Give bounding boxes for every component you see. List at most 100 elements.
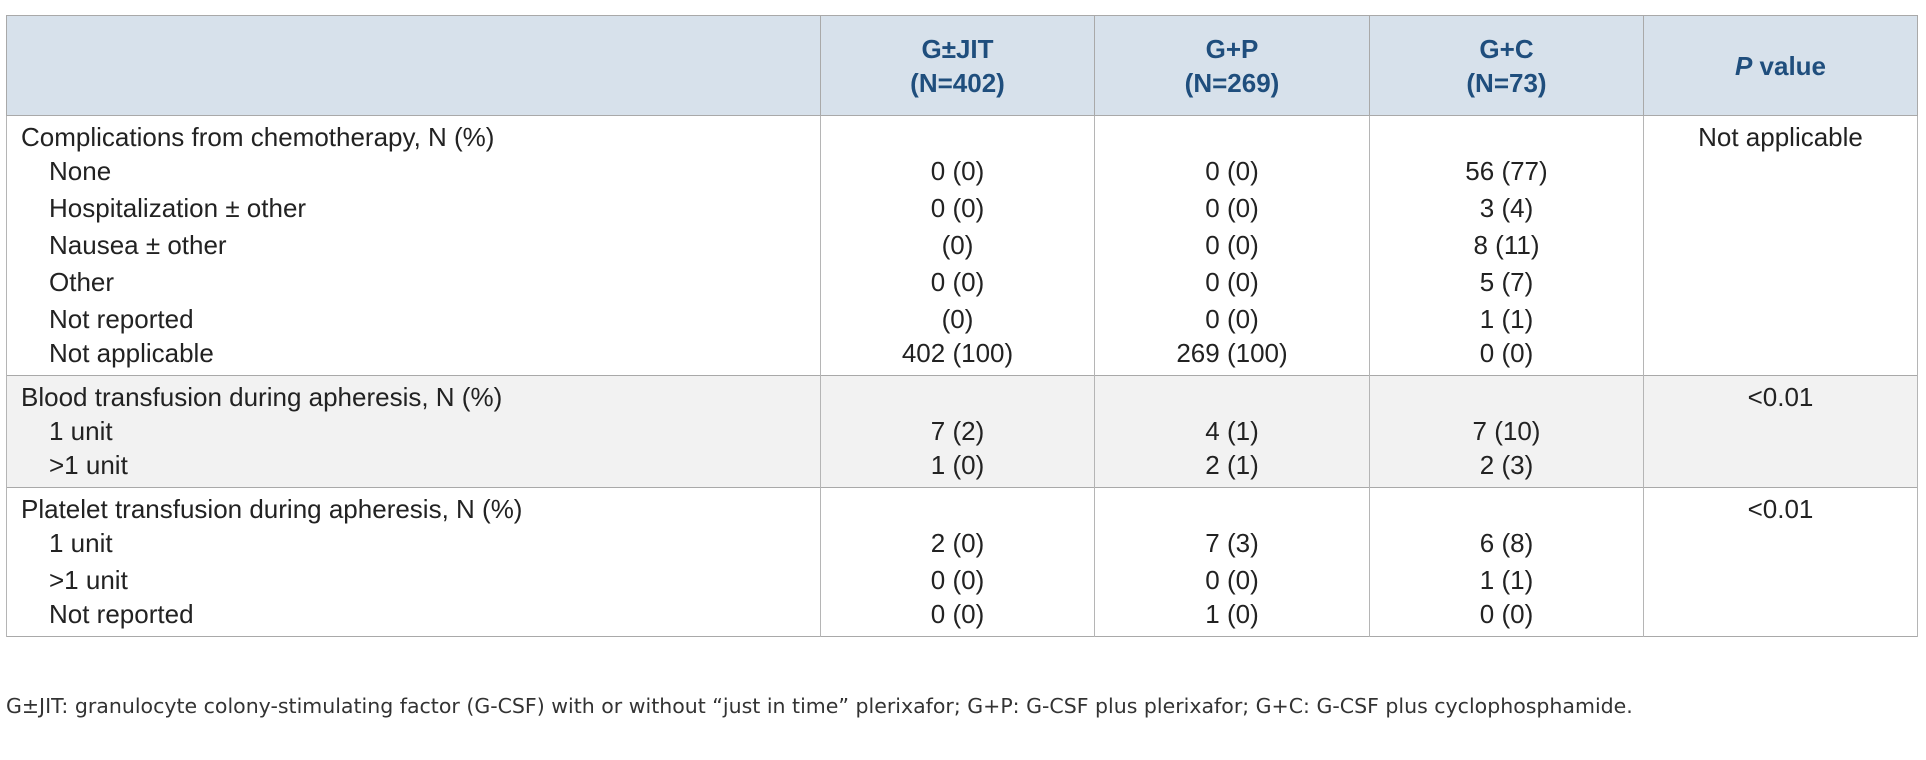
cell: (0)	[820, 301, 1095, 338]
data-row: Nausea ± other (0) 0 (0) 8 (11)	[6, 227, 1918, 264]
cell: 5 (7)	[1369, 264, 1644, 301]
cell: 0 (0)	[1094, 227, 1370, 264]
section-title: Blood transfusion during apheresis, N (%…	[6, 375, 821, 413]
cell: 0 (0)	[1369, 599, 1644, 637]
header-text: G±JIT	[921, 33, 994, 64]
cell: 2 (3)	[1369, 450, 1644, 488]
cell: 0 (0)	[820, 264, 1095, 301]
header-cell: P value	[1643, 15, 1918, 116]
cell: 4 (1)	[1094, 413, 1370, 450]
cell	[1643, 301, 1918, 338]
cell	[1094, 375, 1370, 413]
cell	[1643, 525, 1918, 562]
cell	[1094, 115, 1370, 153]
header-cell	[6, 15, 821, 116]
cell: 8 (11)	[1369, 227, 1644, 264]
row-label: >1 unit	[6, 450, 821, 488]
header-text: G+P	[1205, 33, 1259, 64]
cell: 7 (3)	[1094, 525, 1370, 562]
p-value: <0.01	[1643, 487, 1918, 525]
cell	[1643, 190, 1918, 227]
cell: 2 (1)	[1094, 450, 1370, 488]
cell: 0 (0)	[1094, 301, 1370, 338]
data-row: None 0 (0) 0 (0) 56 (77)	[6, 153, 1918, 190]
cell	[1369, 375, 1644, 413]
cell: 56 (77)	[1369, 153, 1644, 190]
data-row: 1 unit 2 (0) 7 (3) 6 (8)	[6, 525, 1918, 562]
section-title: Platelet transfusion during apheresis, N…	[6, 487, 821, 525]
footnote: G±JIT: granulocyte colony-stimulating fa…	[6, 694, 1633, 718]
cell	[1643, 562, 1918, 599]
cell	[820, 487, 1095, 525]
row-label: 1 unit	[6, 525, 821, 562]
cell: 0 (0)	[820, 562, 1095, 599]
cell: 0 (0)	[820, 153, 1095, 190]
row-label: None	[6, 153, 821, 190]
header-cell: G+C (N=73)	[1369, 15, 1644, 116]
cell: 1 (0)	[1094, 599, 1370, 637]
cell: 0 (0)	[1094, 153, 1370, 190]
data-table: G±JIT (N=402) G+P (N=269) G+C (N=73) P value Co…	[6, 15, 1918, 637]
data-row: Not reported (0) 0 (0) 1 (1)	[6, 301, 1918, 338]
cell	[1643, 413, 1918, 450]
cell	[820, 115, 1095, 153]
header-cell: G+P (N=269)	[1094, 15, 1370, 116]
cell: 0 (0)	[1369, 338, 1644, 376]
row-label: Other	[6, 264, 821, 301]
cell: 0 (0)	[1094, 562, 1370, 599]
section-row: Blood transfusion during apheresis, N (%…	[6, 375, 1918, 413]
data-row: 1 unit 7 (2) 4 (1) 7 (10)	[6, 413, 1918, 450]
cell	[1643, 338, 1918, 376]
section: Platelet transfusion during apheresis, N…	[6, 487, 1918, 637]
row-label: Nausea ± other	[6, 227, 821, 264]
cell	[1643, 227, 1918, 264]
data-row: Not reported 0 (0) 1 (0) 0 (0)	[6, 599, 1918, 637]
cell: 269 (100)	[1094, 338, 1370, 376]
row-label: >1 unit	[6, 562, 821, 599]
header-text: value	[1752, 50, 1827, 81]
cell: 7 (2)	[820, 413, 1095, 450]
data-row: >1 unit 0 (0) 0 (0) 1 (1)	[6, 562, 1918, 599]
header-text: (N=402)	[910, 67, 1005, 98]
row-label: Not applicable	[6, 338, 821, 376]
cell: 2 (0)	[820, 525, 1095, 562]
cell: 1 (1)	[1369, 562, 1644, 599]
header-row: G±JIT (N=402) G+P (N=269) G+C (N=73) P value	[6, 15, 1918, 116]
row-label: Not reported	[6, 599, 821, 637]
cell	[1643, 264, 1918, 301]
cell	[1094, 487, 1370, 525]
cell: 6 (8)	[1369, 525, 1644, 562]
cell: 0 (0)	[1094, 264, 1370, 301]
p-value: <0.01	[1643, 375, 1918, 413]
data-row: Hospitalization ± other 0 (0) 0 (0) 3 (4)	[6, 190, 1918, 227]
cell: 1 (1)	[1369, 301, 1644, 338]
cell: 0 (0)	[1094, 190, 1370, 227]
section-title: Complications from chemotherapy, N (%)	[6, 115, 821, 153]
cell	[1643, 153, 1918, 190]
cell	[820, 375, 1095, 413]
cell	[1643, 450, 1918, 488]
cell: (0)	[820, 227, 1095, 264]
header-text: (N=269)	[1184, 67, 1280, 98]
header-cell: G±JIT (N=402)	[820, 15, 1095, 116]
data-row: Not applicable 402 (100) 269 (100) 0 (0)	[6, 338, 1918, 376]
cell: 0 (0)	[820, 599, 1095, 637]
header-text: (N=73)	[1466, 67, 1547, 98]
section: Blood transfusion during apheresis, N (%…	[6, 375, 1918, 488]
row-label: Hospitalization ± other	[6, 190, 821, 227]
cell: 7 (10)	[1369, 413, 1644, 450]
cell: 0 (0)	[820, 190, 1095, 227]
data-row: Other 0 (0) 0 (0) 5 (7)	[6, 264, 1918, 301]
table-header: G±JIT (N=402) G+P (N=269) G+C (N=73) P value	[6, 15, 1918, 116]
cell	[1643, 599, 1918, 637]
section-row: Platelet transfusion during apheresis, N…	[6, 487, 1918, 525]
cell: 3 (4)	[1369, 190, 1644, 227]
cell: 402 (100)	[820, 338, 1095, 376]
header-text: P	[1734, 50, 1753, 81]
cell	[1369, 115, 1644, 153]
data-row: >1 unit 1 (0) 2 (1) 2 (3)	[6, 450, 1918, 488]
p-value: Not applicable	[1643, 115, 1918, 153]
row-label: 1 unit	[6, 413, 821, 450]
section: Complications from chemotherapy, N (%) No…	[6, 115, 1918, 376]
